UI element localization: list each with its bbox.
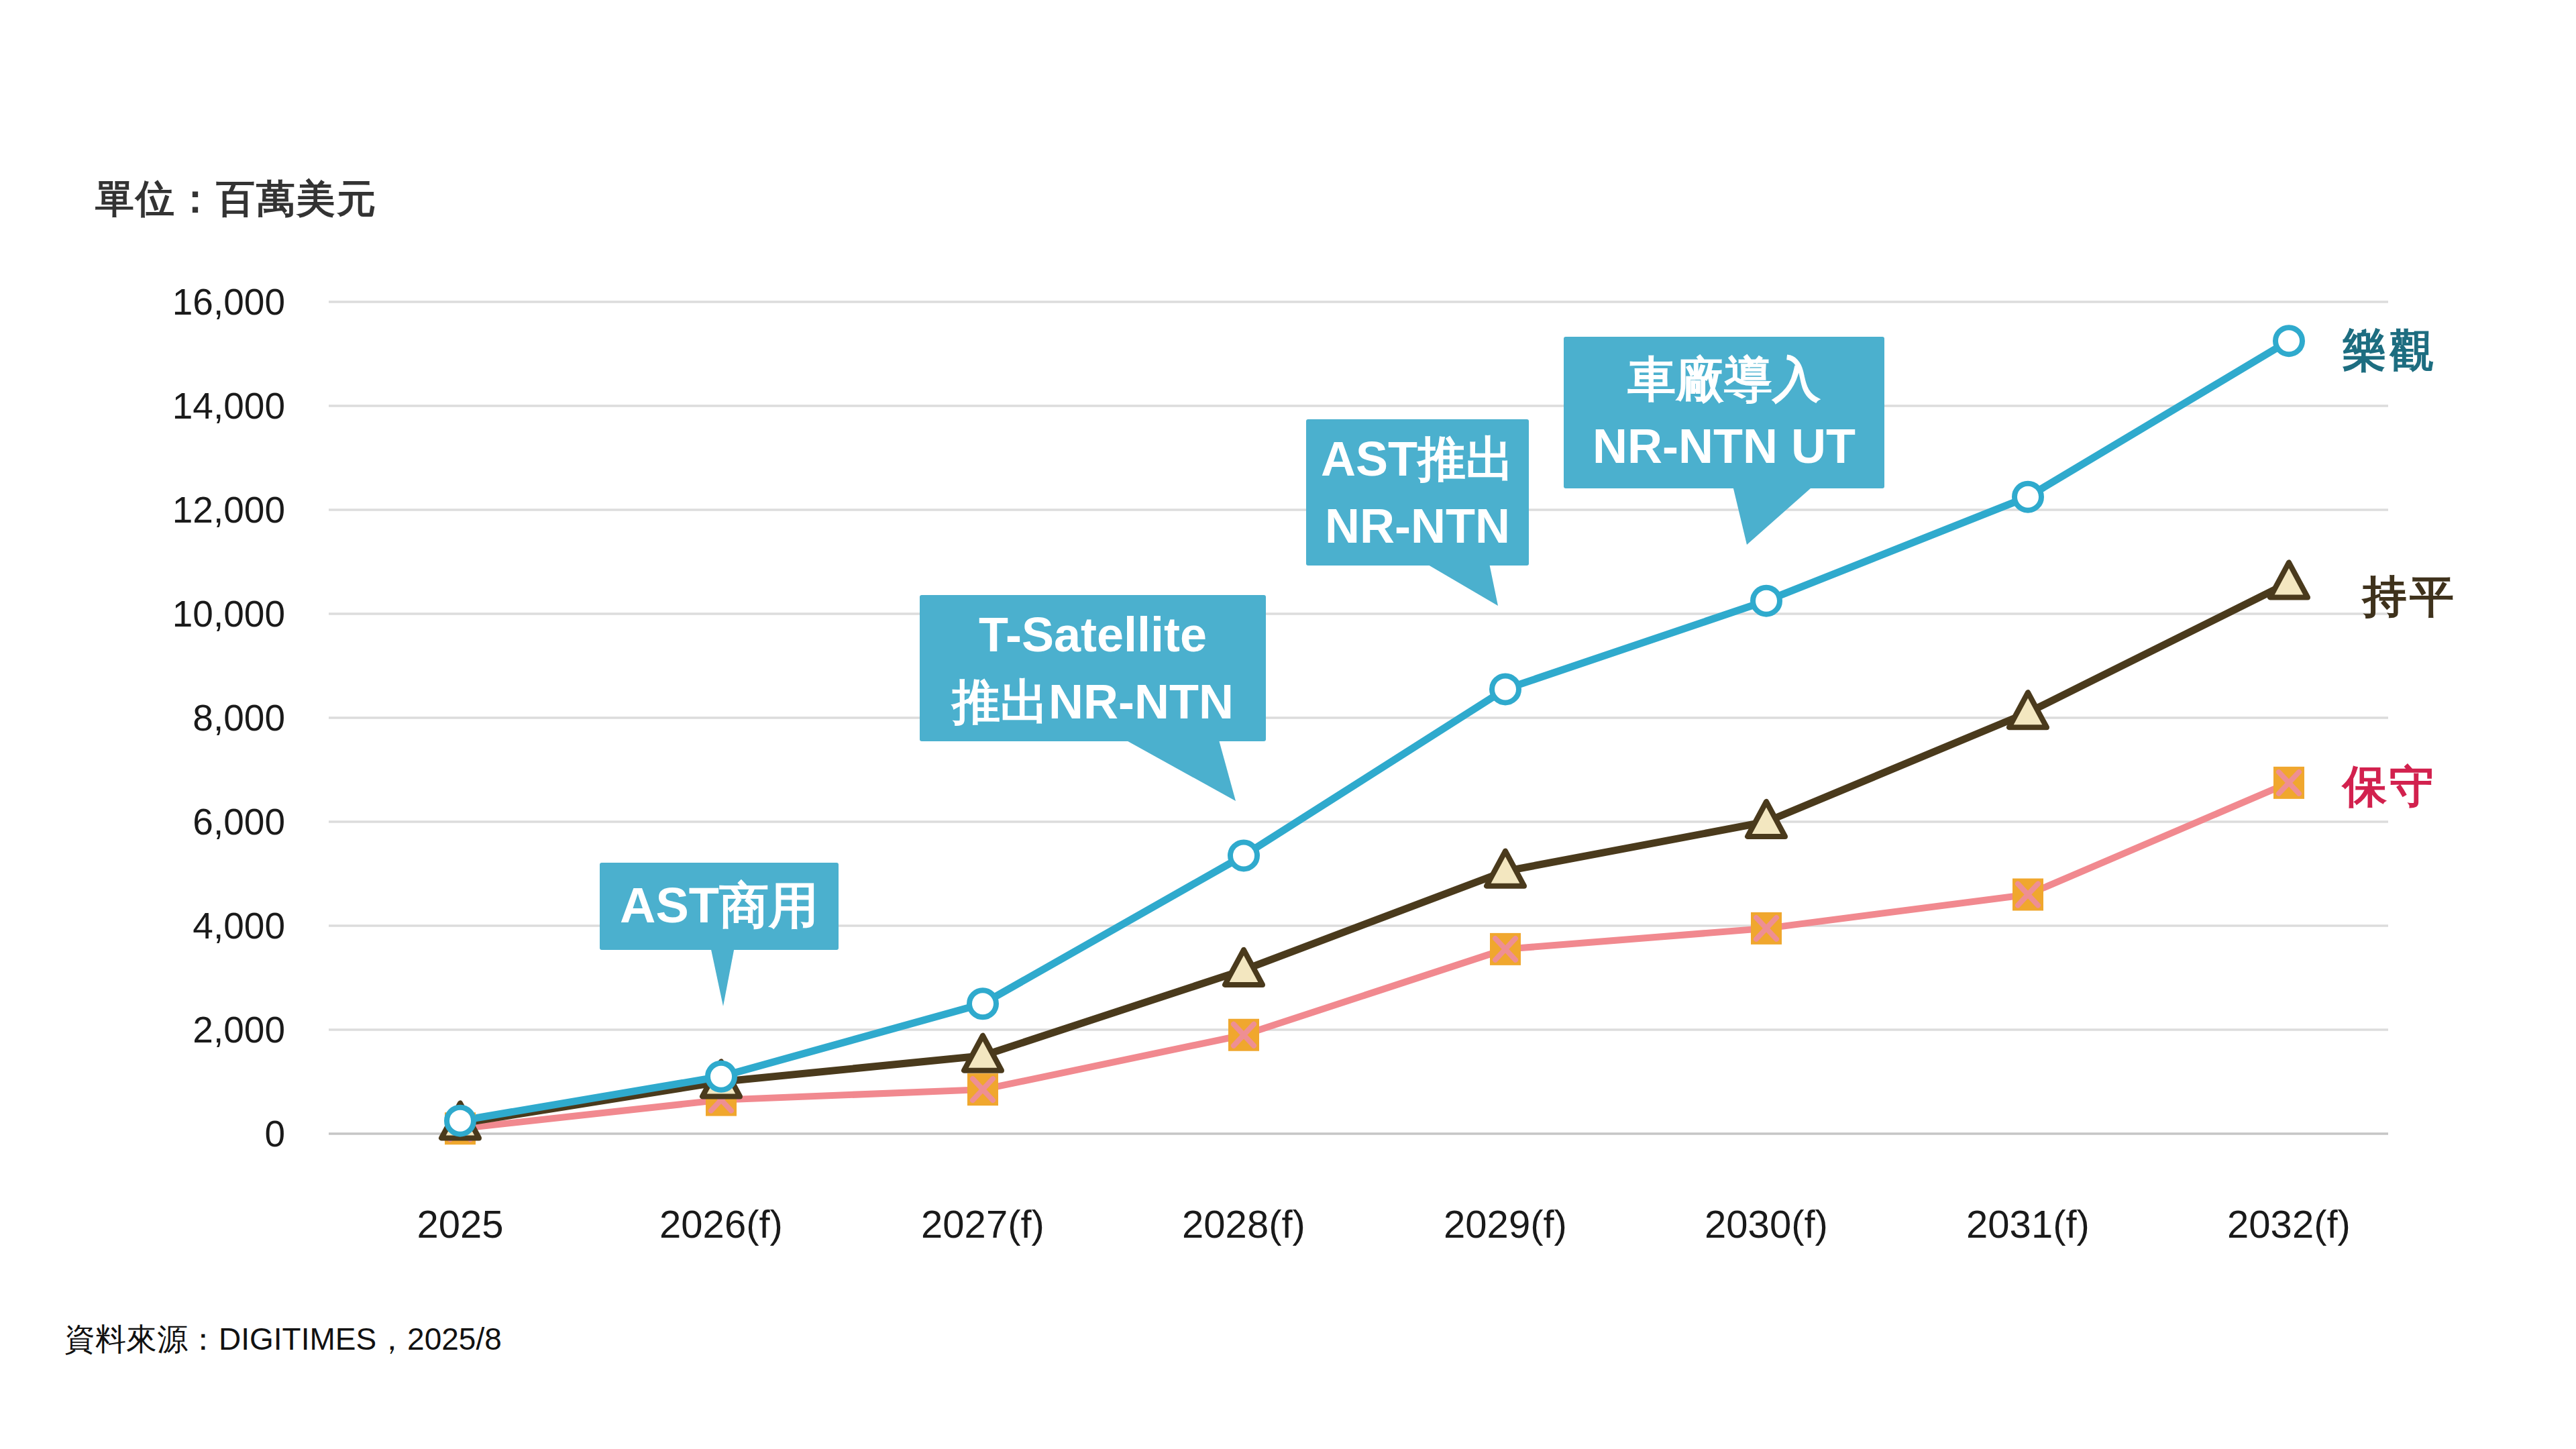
data-point-circle-optimistic bbox=[969, 990, 996, 1017]
x-axis-tick-label: 2029(f) bbox=[1444, 1202, 1567, 1246]
legend-label-conservative: 保守 bbox=[2343, 757, 2436, 817]
legend-label-optimistic: 樂觀 bbox=[2343, 321, 2436, 381]
y-axis-tick-label: 0 bbox=[264, 1113, 285, 1155]
y-axis-tick-label: 14,000 bbox=[172, 385, 285, 427]
x-axis-tick-label: 2026(f) bbox=[659, 1202, 783, 1246]
y-axis-tick-label: 16,000 bbox=[172, 281, 285, 323]
x-axis-tick-label: 2031(f) bbox=[1966, 1202, 2090, 1246]
callout-text: T-Satellite bbox=[979, 601, 1207, 668]
data-point-circle-optimistic bbox=[1492, 676, 1519, 702]
y-axis-tick-label: 4,000 bbox=[193, 905, 285, 947]
y-axis-tick-label: 6,000 bbox=[193, 801, 285, 843]
callout-text: 推出NR-NTN bbox=[952, 668, 1234, 735]
data-point-circle-optimistic bbox=[1230, 842, 1257, 869]
x-axis-tick-label: 2030(f) bbox=[1705, 1202, 1828, 1246]
callout-ast-nr-ntn: AST推出 NR-NTN bbox=[1306, 419, 1529, 566]
chart-canvas: 0 2,000 4,000 6,000 8,000 10,000 12,000 14,000 1… bbox=[0, 0, 2576, 1449]
callout-text: NR-NTN UT bbox=[1593, 413, 1856, 480]
source-note: 資料來源：DIGITIMES，2025/8 bbox=[64, 1319, 502, 1360]
x-axis-tick-label: 2028(f) bbox=[1182, 1202, 1305, 1246]
callout-t-satellite: T-Satellite 推出NR-NTN bbox=[920, 595, 1266, 741]
x-axis-tick-label: 2027(f) bbox=[921, 1202, 1044, 1246]
data-point-triangle-flat bbox=[2270, 563, 2308, 598]
x-axis-tick-label: 2025 bbox=[417, 1202, 503, 1246]
x-axis-tick-label: 2032(f) bbox=[2227, 1202, 2351, 1246]
legend-label-flat: 持平 bbox=[2363, 567, 2457, 627]
callout-text: 車廠導入 bbox=[1627, 345, 1821, 413]
callout-text: AST商用 bbox=[620, 873, 818, 940]
callout-ast-commercial: AST商用 bbox=[600, 863, 839, 950]
y-axis-tick-label: 10,000 bbox=[172, 593, 285, 635]
data-point-circle-optimistic bbox=[1753, 588, 1780, 614]
callout-text: AST推出 bbox=[1321, 425, 1514, 492]
y-axis-tick-label: 2,000 bbox=[193, 1009, 285, 1051]
data-point-circle-optimistic bbox=[708, 1063, 735, 1090]
y-axis-tick-label: 12,000 bbox=[172, 489, 285, 531]
series-line-flat bbox=[460, 583, 2289, 1124]
data-point-circle-optimistic bbox=[2275, 327, 2302, 354]
callout-car-oem: 車廠導入 NR-NTN UT bbox=[1564, 337, 1884, 488]
data-point-circle-optimistic bbox=[447, 1108, 474, 1134]
chart-page: 單位：百萬美元 02,0004,0006,0008,00010,00012,00… bbox=[0, 0, 2576, 1449]
data-point-circle-optimistic bbox=[2015, 484, 2041, 511]
callout-text: NR-NTN bbox=[1325, 492, 1510, 559]
y-axis-tick-label: 8,000 bbox=[193, 697, 285, 739]
